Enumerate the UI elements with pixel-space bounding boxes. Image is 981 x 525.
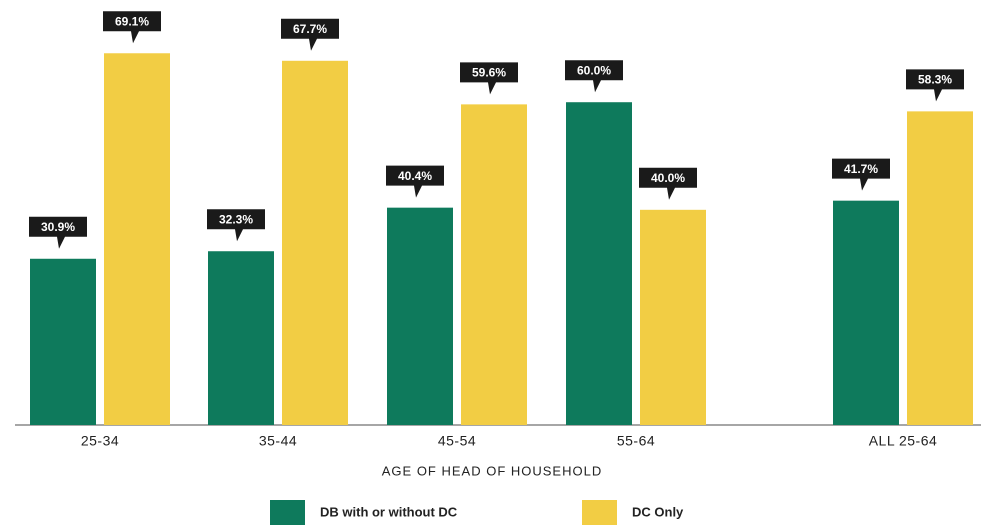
value-label: 41.7% xyxy=(844,162,878,176)
value-label-callout xyxy=(103,11,161,44)
x-tick-label: 35-44 xyxy=(259,433,297,449)
legend-swatch xyxy=(270,500,305,525)
legend-swatch xyxy=(582,500,617,525)
value-label-callout xyxy=(906,69,964,102)
value-label-callout xyxy=(565,60,623,93)
bar xyxy=(833,200,899,425)
bar xyxy=(640,209,706,425)
value-label-callout xyxy=(832,158,890,191)
legend-label: DC Only xyxy=(632,504,684,519)
value-label: 40.4% xyxy=(398,169,432,183)
bar xyxy=(566,102,632,426)
value-label-callout xyxy=(281,18,339,51)
value-label: 58.3% xyxy=(918,73,952,87)
value-label: 32.3% xyxy=(219,212,253,226)
x-tick-label: 25-34 xyxy=(81,433,119,449)
value-label: 69.1% xyxy=(115,14,149,28)
value-label: 59.6% xyxy=(472,66,506,80)
value-label: 30.9% xyxy=(41,220,75,234)
x-tick-label: 45-54 xyxy=(438,433,476,449)
bar xyxy=(208,251,274,425)
bar xyxy=(282,60,348,425)
legend-label: DB with or without DC xyxy=(320,504,458,519)
bar xyxy=(104,53,170,426)
x-tick-label: 55-64 xyxy=(617,433,655,449)
bar xyxy=(907,111,973,426)
x-axis-title: AGE OF HEAD OF HOUSEHOLD xyxy=(382,463,602,478)
x-tick-label: ALL 25-64 xyxy=(869,433,938,449)
value-label-callout xyxy=(29,216,87,249)
bar xyxy=(387,207,453,425)
value-label-callout xyxy=(460,62,518,95)
value-label-callout xyxy=(386,165,444,198)
bar xyxy=(30,258,96,425)
value-label: 60.0% xyxy=(577,63,611,77)
value-label: 40.0% xyxy=(651,171,685,185)
value-label-callout xyxy=(639,167,697,200)
value-label: 67.7% xyxy=(293,22,327,36)
value-label-callout xyxy=(207,209,265,242)
bar xyxy=(461,104,527,425)
